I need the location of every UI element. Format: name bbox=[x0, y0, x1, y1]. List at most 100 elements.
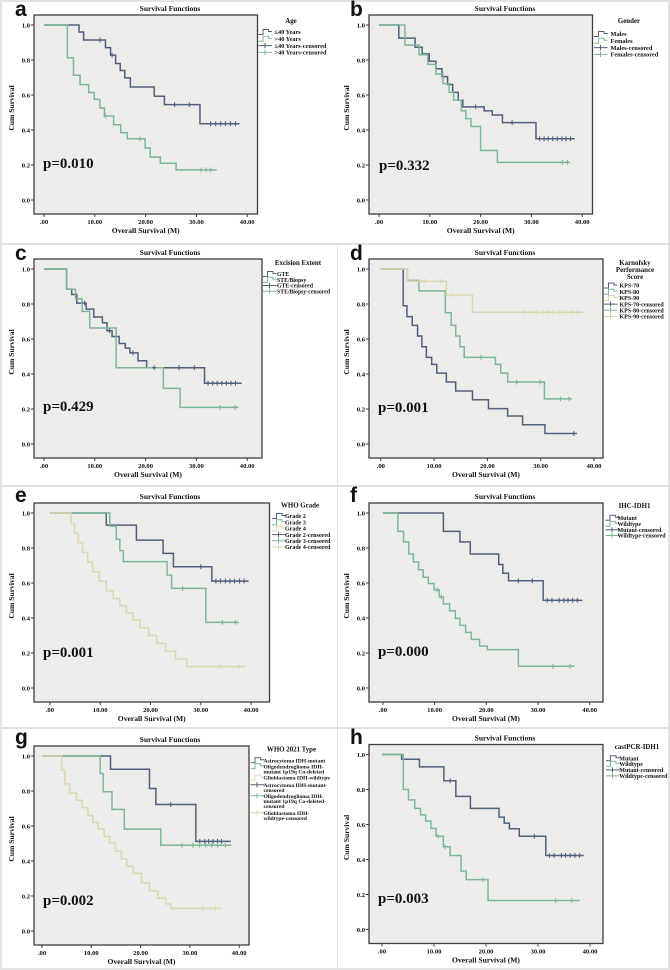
svg-text:0.2: 0.2 bbox=[22, 650, 31, 657]
svg-text:KPS-80: KPS-80 bbox=[620, 290, 640, 296]
svg-text:0.2: 0.2 bbox=[22, 893, 31, 900]
svg-text:40.00: 40.00 bbox=[244, 707, 260, 714]
svg-text:Males-censored: Males-censored bbox=[611, 45, 653, 52]
svg-text:Grade 4: Grade 4 bbox=[285, 527, 306, 533]
svg-text:Mutant: Mutant bbox=[618, 516, 637, 522]
svg-text:Overall Survival (M): Overall Survival (M) bbox=[452, 470, 520, 479]
svg-text:Mutant: Mutant bbox=[619, 756, 638, 762]
svg-text:Gender: Gender bbox=[618, 18, 640, 25]
svg-text:0.4: 0.4 bbox=[357, 127, 366, 134]
svg-text:Females: Females bbox=[611, 38, 634, 45]
svg-text:STE/Biopsy-censored: STE/Biopsy-censored bbox=[277, 289, 331, 295]
svg-text:0.4: 0.4 bbox=[22, 858, 31, 865]
svg-text:0.4: 0.4 bbox=[22, 371, 31, 378]
svg-text:0.6: 0.6 bbox=[357, 822, 366, 829]
svg-text:10.00: 10.00 bbox=[87, 463, 103, 470]
svg-text:0.0: 0.0 bbox=[357, 685, 366, 692]
svg-text:GTE-censored: GTE-censored bbox=[277, 284, 314, 290]
svg-text:Mutant-censored: Mutant-censored bbox=[619, 768, 664, 774]
svg-text:a: a bbox=[15, 0, 27, 21]
svg-text:40.00: 40.00 bbox=[240, 219, 256, 226]
svg-text:0.8: 0.8 bbox=[357, 301, 366, 308]
svg-text:d: d bbox=[350, 244, 363, 265]
svg-text:40.00: 40.00 bbox=[575, 219, 591, 226]
svg-text:Survival Functions: Survival Functions bbox=[475, 4, 536, 13]
svg-text:10.00: 10.00 bbox=[87, 219, 103, 226]
svg-text:30.00: 30.00 bbox=[524, 219, 540, 226]
svg-text:30.00: 30.00 bbox=[193, 707, 209, 714]
svg-text:Wildtype-censored: Wildtype-censored bbox=[618, 534, 667, 540]
svg-text:castPCR-IDH1: castPCR-IDH1 bbox=[615, 744, 660, 751]
svg-text:Cum Survival: Cum Survival bbox=[7, 329, 16, 374]
svg-text:KPS-80-censored: KPS-80-censored bbox=[620, 309, 665, 315]
svg-text:.00: .00 bbox=[379, 707, 388, 714]
svg-text:0.8: 0.8 bbox=[357, 57, 366, 64]
svg-text:10.00: 10.00 bbox=[93, 707, 109, 714]
svg-text:.00: .00 bbox=[375, 219, 384, 226]
svg-text:>40 Years-censored: >40 Years-censored bbox=[275, 50, 328, 57]
svg-text:1.0: 1.0 bbox=[22, 753, 31, 760]
svg-text:≤40 Years-censored: ≤40 Years-censored bbox=[275, 43, 327, 50]
svg-text:Cum Survival: Cum Survival bbox=[342, 85, 351, 130]
svg-text:20.00: 20.00 bbox=[143, 707, 159, 714]
svg-text:1.0: 1.0 bbox=[357, 752, 366, 759]
svg-text:KPS-90: KPS-90 bbox=[620, 296, 640, 302]
svg-text:g: g bbox=[15, 728, 28, 749]
svg-text:Overall Survival (M): Overall Survival (M) bbox=[447, 226, 515, 235]
svg-text:Grade 2-censored: Grade 2-censored bbox=[285, 533, 331, 539]
svg-text:30.00: 30.00 bbox=[189, 219, 205, 226]
svg-text:wildtype-censored: wildtype-censored bbox=[264, 816, 308, 822]
svg-text:0.6: 0.6 bbox=[357, 580, 366, 587]
svg-text:Overall Survival (M): Overall Survival (M) bbox=[452, 956, 520, 965]
svg-text:Grade 3-censored: Grade 3-censored bbox=[285, 539, 331, 545]
svg-text:1.0: 1.0 bbox=[22, 510, 31, 517]
svg-text:20.00: 20.00 bbox=[138, 219, 154, 226]
svg-text:0.2: 0.2 bbox=[357, 650, 366, 657]
svg-text:0.2: 0.2 bbox=[357, 162, 366, 169]
svg-text:.00: .00 bbox=[377, 463, 386, 470]
svg-text:0.6: 0.6 bbox=[22, 92, 31, 99]
svg-text:Karnofsky: Karnofsky bbox=[619, 260, 651, 267]
svg-text:Cum Survival: Cum Survival bbox=[342, 815, 351, 860]
svg-text:0.0: 0.0 bbox=[357, 197, 366, 204]
svg-text:Overall Survival (M): Overall Survival (M) bbox=[452, 714, 520, 723]
svg-text:WHO 2021 Type: WHO 2021 Type bbox=[267, 747, 316, 754]
svg-text:Grade 4-censored: Grade 4-censored bbox=[285, 545, 331, 551]
svg-text:p=0.001: p=0.001 bbox=[43, 645, 94, 661]
svg-text:40.00: 40.00 bbox=[583, 949, 599, 956]
svg-text:Mutant-censored: Mutant-censored bbox=[618, 528, 663, 534]
svg-text:0.8: 0.8 bbox=[22, 57, 31, 64]
svg-text:0.8: 0.8 bbox=[22, 545, 31, 552]
svg-text:GTE: GTE bbox=[277, 272, 289, 278]
svg-text:KPS-70-censored: KPS-70-censored bbox=[620, 302, 665, 308]
svg-text:0.8: 0.8 bbox=[357, 545, 366, 552]
svg-text:p=0.429: p=0.429 bbox=[43, 399, 94, 415]
svg-text:1.0: 1.0 bbox=[357, 266, 366, 273]
svg-text:Cum Survival: Cum Survival bbox=[7, 573, 16, 618]
svg-text:Age: Age bbox=[285, 18, 296, 25]
svg-text:p=0.000: p=0.000 bbox=[378, 644, 429, 660]
svg-text:Survival Functions: Survival Functions bbox=[475, 492, 536, 501]
svg-text:e: e bbox=[15, 486, 27, 507]
svg-text:mutant 1p19q Co-deleted: mutant 1p19q Co-deleted bbox=[264, 770, 325, 776]
svg-text:p=0.001: p=0.001 bbox=[378, 400, 429, 416]
svg-text:0.0: 0.0 bbox=[22, 685, 31, 692]
svg-text:.00: .00 bbox=[378, 949, 387, 956]
svg-text:0.2: 0.2 bbox=[357, 892, 366, 899]
svg-text:censored: censored bbox=[264, 804, 286, 810]
svg-text:40.00: 40.00 bbox=[232, 950, 248, 957]
svg-text:0.6: 0.6 bbox=[22, 580, 31, 587]
svg-text:Astrocytoma IDH-mutant-: Astrocytoma IDH-mutant- bbox=[264, 783, 328, 789]
svg-text:Survival Functions: Survival Functions bbox=[140, 492, 201, 501]
svg-text:Excision Extent: Excision Extent bbox=[275, 260, 322, 267]
svg-text:Cum Survival: Cum Survival bbox=[342, 573, 351, 618]
svg-text:Wildtype-censored: Wildtype-censored bbox=[619, 774, 668, 780]
svg-text:Overall Survival (M): Overall Survival (M) bbox=[118, 714, 186, 723]
svg-text:Survival Functions: Survival Functions bbox=[475, 734, 536, 743]
svg-text:KPS-90-censored: KPS-90-censored bbox=[620, 315, 665, 321]
svg-text:0.8: 0.8 bbox=[22, 301, 31, 308]
svg-text:IHC-IDH1: IHC-IDH1 bbox=[619, 503, 651, 510]
svg-text:Survival Functions: Survival Functions bbox=[140, 4, 201, 13]
svg-text:Glioblastoma IDH-wildtype: Glioblastoma IDH-wildtype bbox=[264, 776, 331, 782]
svg-text:Wildtype: Wildtype bbox=[618, 522, 642, 528]
